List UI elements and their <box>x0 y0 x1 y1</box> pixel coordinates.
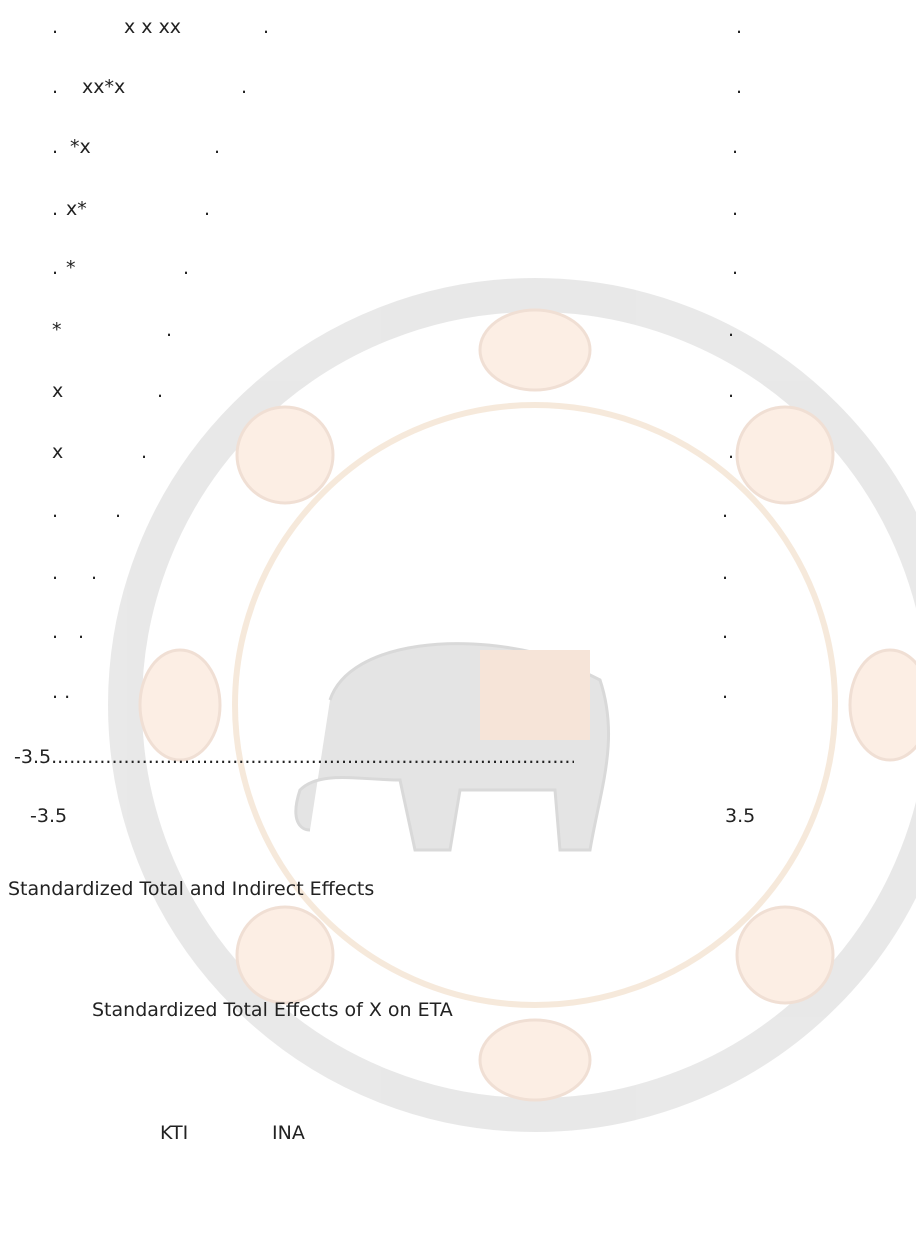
plot-symbol: . <box>52 621 59 643</box>
plot-symbol: . <box>78 621 85 643</box>
plot-symbol: . <box>732 136 739 158</box>
plot-symbol: . <box>52 76 59 98</box>
plot-symbol: * <box>66 257 76 279</box>
column-header: INA <box>272 1122 305 1144</box>
plot-symbol: . <box>722 562 729 584</box>
subtitle: Standardized Total Effects of X on ETA <box>92 999 453 1021</box>
section-title: Standardized Total and Indirect Effects <box>8 878 375 900</box>
plot-symbol: . <box>728 441 735 463</box>
plot-symbol: . <box>722 500 729 522</box>
plot-symbol: x x xx <box>124 16 182 38</box>
plot-symbol: x* <box>66 198 87 220</box>
plot-symbol: . <box>157 380 164 402</box>
plot-symbol: . <box>166 319 173 341</box>
plot-symbol: . <box>263 16 270 38</box>
plot-symbol: . <box>732 198 739 220</box>
plot-symbol: . <box>52 198 59 220</box>
plot-symbol: x <box>52 380 64 402</box>
plot-symbol: . <box>241 76 248 98</box>
plot-symbol: * <box>52 319 62 341</box>
plot-symbol: . <box>52 136 59 158</box>
plot-symbol: . <box>728 319 735 341</box>
plot-symbol: . <box>732 257 739 279</box>
plot-symbol: . . <box>52 681 71 703</box>
plot-symbol: . <box>183 257 190 279</box>
plot-symbol: . <box>736 16 743 38</box>
plot-symbol: x <box>52 441 64 463</box>
plot-baseline: -3.5....................................… <box>14 746 574 768</box>
column-header: KTI <box>160 1122 189 1144</box>
plot-symbol: . <box>52 500 59 522</box>
plot-symbol: . <box>141 441 148 463</box>
plot-symbol: . <box>91 562 98 584</box>
plot-symbol: . <box>52 257 59 279</box>
plot-symbol: . <box>52 562 59 584</box>
plot-symbol: . <box>52 16 59 38</box>
plot-symbol: . <box>722 621 729 643</box>
plot-symbol: . <box>728 380 735 402</box>
plot-symbol: xx*x <box>82 76 126 98</box>
plot-symbol: *x <box>70 136 91 158</box>
x-label: -3.5 <box>30 805 68 827</box>
plot-symbol: . <box>115 500 122 522</box>
plot-symbol: . <box>722 681 729 703</box>
plot-symbol: . <box>214 136 221 158</box>
plot-symbol: . <box>736 76 743 98</box>
plot-symbol: . <box>204 198 211 220</box>
x-label: 3.5 <box>725 805 756 827</box>
